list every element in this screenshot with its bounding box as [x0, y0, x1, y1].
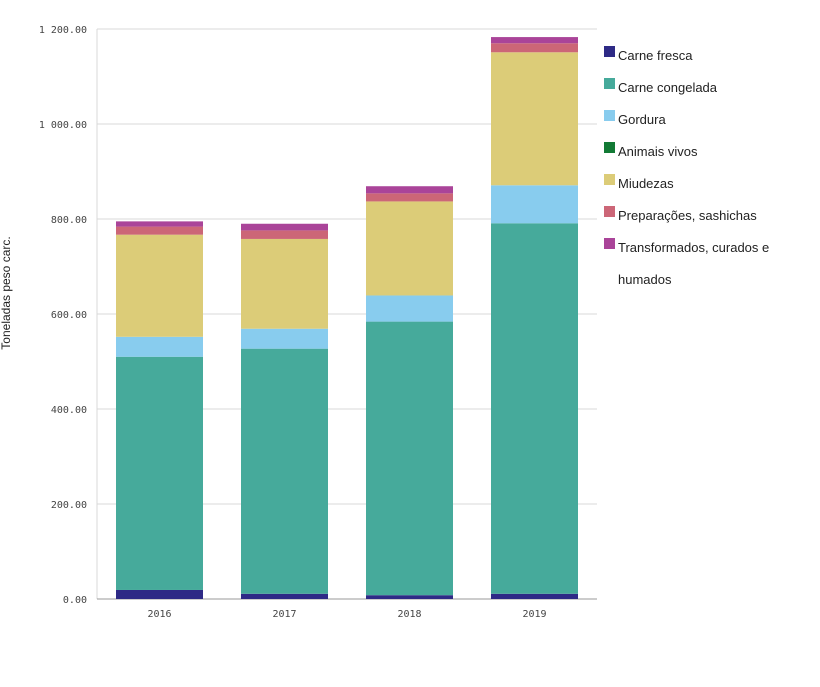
bar-segment [116, 226, 203, 235]
bar-segment [116, 356, 203, 590]
bar-segment [116, 221, 203, 227]
bar-segment [241, 593, 328, 599]
legend-label: Transformados, curados e humados [618, 240, 769, 287]
legend-label: Carne fresca [618, 48, 693, 63]
legend-swatch [604, 174, 615, 185]
bar-segment [491, 43, 578, 53]
bar-segment [366, 186, 453, 194]
y-tick-label: 800.00 [51, 215, 87, 226]
x-tick-label: 2016 [147, 609, 171, 620]
bar-segment [241, 223, 328, 231]
bar-segment [491, 223, 578, 594]
y-tick-label: 400.00 [51, 405, 87, 416]
legend-swatch [604, 142, 615, 153]
legend-swatch [604, 78, 615, 89]
bar-segment [366, 201, 453, 296]
y-tick-label: 1 200.00 [39, 25, 87, 36]
bar-segment [491, 593, 578, 599]
y-tick-label: 1 000.00 [39, 120, 87, 131]
legend-label: Gordura [618, 112, 666, 127]
bar-segment [366, 321, 453, 596]
y-tick-label: 0.00 [63, 595, 87, 606]
x-tick-label: 2019 [522, 609, 546, 620]
x-tick-label: 2018 [397, 609, 421, 620]
legend-label: Animais vivos [618, 144, 698, 159]
y-axis-title: Toneladas peso carc. [0, 236, 13, 349]
bar-segment [241, 328, 328, 349]
legend-swatch [604, 46, 615, 57]
legend-label: Miudezas [618, 176, 674, 191]
legend-swatch [604, 238, 615, 249]
legend-swatch [604, 206, 615, 217]
bar-segment [491, 185, 578, 224]
bar-segment [491, 37, 578, 44]
bar-segment [366, 295, 453, 322]
bar-segment [366, 595, 453, 599]
legend-label: Preparações, sashichas [618, 208, 757, 223]
bar-segment [116, 589, 203, 599]
y-tick-label: 600.00 [51, 310, 87, 321]
bar-segment [241, 348, 328, 594]
bar-segment [241, 230, 328, 239]
bar-segment [491, 52, 578, 186]
legend-label: Carne congelada [618, 80, 718, 95]
bar-segment [116, 336, 203, 357]
y-tick-label: 200.00 [51, 500, 87, 511]
legend-swatch [604, 110, 615, 121]
bar-segment [116, 234, 203, 337]
bar-segment [241, 238, 328, 329]
x-tick-label: 2017 [272, 609, 296, 620]
bar-segment [366, 193, 453, 202]
